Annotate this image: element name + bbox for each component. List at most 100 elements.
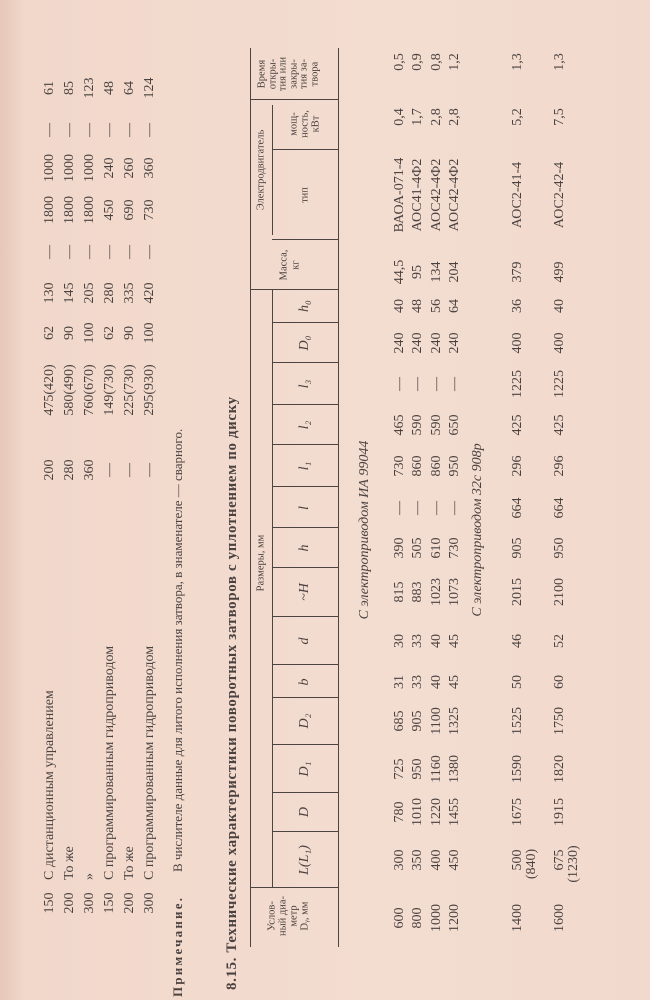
column-divider	[272, 663, 338, 665]
column-divider	[272, 321, 338, 323]
header-size-column: D₂	[297, 713, 312, 729]
table-cell: 730	[392, 455, 407, 477]
table-cell: —	[410, 501, 425, 515]
header-nominal-diameter: Dᵧ, мм	[299, 901, 311, 931]
header-opening-time: откры-	[267, 58, 278, 90]
column-divider	[250, 288, 338, 290]
table-cell: 52	[552, 634, 567, 648]
note-label: Примечание.	[170, 895, 185, 997]
table-cell: 590	[429, 414, 444, 436]
table-cell: —	[392, 377, 407, 391]
table-cell: 1,3	[510, 53, 525, 71]
table-cell: 800	[410, 907, 425, 929]
table-cell: 425	[552, 414, 567, 436]
header-size-column: D₁	[297, 761, 312, 777]
table-top-rule	[250, 48, 252, 947]
valve-description-cell: С программированным гидроприводом	[102, 645, 117, 880]
table-cell: 1750	[552, 707, 567, 735]
header-size-column: h	[297, 544, 312, 552]
table-cell: 31	[392, 675, 407, 689]
column-divider	[272, 696, 338, 698]
header-opening-time: тия за-	[298, 59, 310, 89]
table-cell: —	[102, 463, 117, 477]
header-opening-time: твора	[309, 61, 320, 87]
table-cell: 48	[102, 81, 117, 95]
table-cell: —	[62, 245, 77, 259]
table-cell: 1023	[429, 578, 444, 606]
header-size-column: l₂	[297, 420, 312, 430]
column-divider	[272, 791, 338, 793]
table-cell: 40	[392, 299, 407, 313]
table-cell: 45	[447, 675, 462, 689]
table-cell: —	[122, 463, 137, 477]
header-size-column: l	[297, 506, 312, 510]
table-cell: —	[42, 245, 57, 259]
header-size-column: ~H	[297, 583, 312, 601]
table-cell: 400	[429, 849, 444, 871]
group-subtitle: С электроприводом 32с 908р	[470, 443, 485, 617]
table-cell: 95	[410, 265, 425, 279]
table-cell: 685	[392, 710, 407, 732]
table-cell: —	[102, 245, 117, 259]
table-cell: 420	[142, 282, 157, 304]
table-cell: 860	[429, 455, 444, 477]
table-cell: 1000	[429, 904, 444, 932]
table-cell: 950	[552, 537, 567, 559]
table-cell: 40	[552, 299, 567, 313]
valve-description-cell: »	[82, 873, 97, 880]
table-cell: 1225	[552, 370, 567, 398]
table-cell: 360	[82, 459, 97, 481]
table-cell: 1525	[510, 707, 525, 735]
table-cell: 2,8	[429, 108, 444, 126]
motor-type-cell: ВАОА-071-4	[392, 157, 407, 233]
table-cell: 500	[510, 849, 525, 871]
header-size-column: D₀	[297, 335, 312, 351]
table-cell: 950	[410, 758, 425, 780]
table-cell: 300	[142, 892, 157, 914]
table-cell: 205	[82, 282, 97, 304]
table-cell: 280	[62, 459, 77, 481]
table-cell: 296	[510, 455, 525, 477]
table-cell: 124	[142, 77, 157, 99]
column-divider	[272, 238, 338, 240]
table-cell: 780	[392, 801, 407, 823]
table-cell: 1160	[429, 755, 444, 783]
motor-type-cell: АОС41-4Ф2	[410, 158, 425, 232]
table-cell: 1380	[447, 755, 462, 783]
table-cell: 61	[42, 81, 57, 95]
table-cell: 1010	[410, 798, 425, 826]
table-cell: 200	[42, 459, 57, 481]
table-cell: 2100	[552, 578, 567, 606]
table-cell: 85	[62, 81, 77, 95]
table-cell: 30	[392, 634, 407, 648]
table-cell: —	[392, 501, 407, 515]
header-nominal-diameter: ный диа-	[277, 895, 289, 937]
table-cell: 815	[392, 581, 407, 603]
table-cell: 123	[82, 77, 97, 99]
table-cell: 730	[142, 199, 157, 221]
table-cell: 1000	[42, 154, 57, 182]
column-divider	[272, 485, 338, 487]
column-divider	[272, 443, 338, 445]
table-cell: 1200	[447, 904, 462, 932]
table-cell: 1000	[62, 154, 77, 182]
table-title: 8.15. Технические характеристики поворот…	[224, 396, 240, 990]
table-cell: 1000	[82, 154, 97, 182]
table-cell: 240	[102, 157, 117, 179]
table-cell: 64	[447, 299, 462, 313]
header-opening-time: Время	[256, 59, 268, 89]
table-cell: 905	[410, 710, 425, 732]
table-cell: 425	[510, 414, 525, 436]
table-cell: 600	[392, 907, 407, 929]
table-cell: 1800	[82, 196, 97, 224]
table-cell: 905	[510, 537, 525, 559]
header-mass: кг	[290, 260, 302, 270]
table-cell: 130	[42, 282, 57, 304]
note-text: В числителе данные для литого исполнения…	[170, 428, 185, 872]
table-cell: —	[142, 463, 157, 477]
table-cell: 1400	[510, 904, 525, 932]
valve-description-cell: То же	[62, 846, 77, 880]
table-cell: 300	[392, 849, 407, 871]
table-cell: 40	[429, 634, 444, 648]
table-cell: 45	[447, 634, 462, 648]
